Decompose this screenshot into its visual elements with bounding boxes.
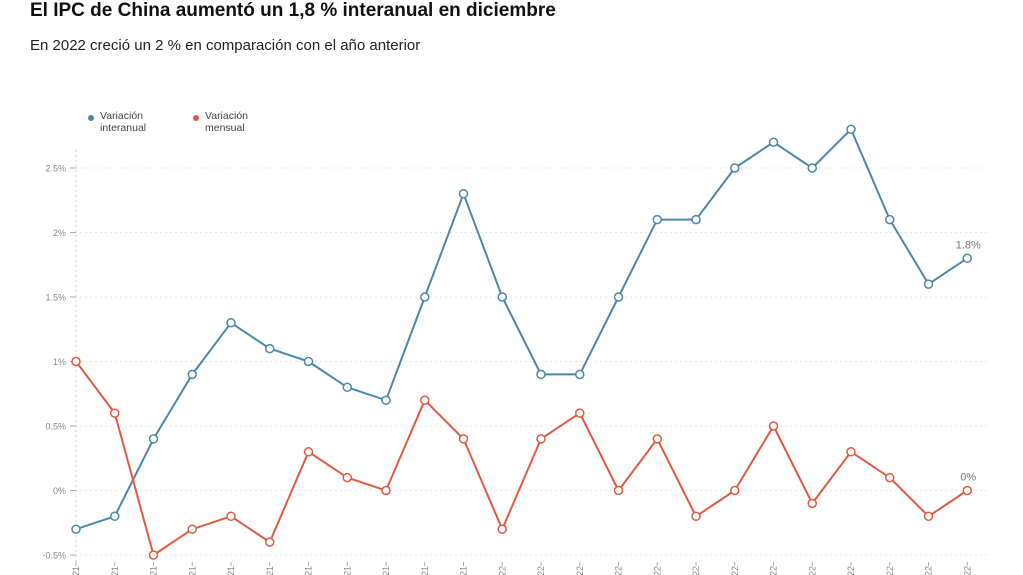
data-point-interanual <box>613 292 624 302</box>
data-point-interanual <box>226 318 236 328</box>
x-tick-label: 22 <box>652 566 662 575</box>
data-point-interanual <box>730 163 740 173</box>
data-point-mensual <box>458 434 469 444</box>
legend-label-line2: mensual <box>205 122 245 134</box>
legend-item-interanual[interactable]: Variación interanual <box>88 110 146 134</box>
x-tick-label: 21 <box>149 566 159 575</box>
y-tick-label: 1.5% <box>45 293 66 303</box>
x-tick-label: 22 <box>497 566 507 575</box>
x-tick-label: 21 <box>265 566 275 575</box>
data-point-interanual <box>303 356 314 367</box>
data-point-interanual <box>962 253 972 264</box>
series-line-mensual <box>75 360 968 556</box>
legend-dot-icon <box>88 115 94 121</box>
data-point-mensual <box>807 498 817 509</box>
data-point-mensual <box>303 447 314 457</box>
legend-label-line1: Variación <box>205 110 248 122</box>
x-tick-label: 21 <box>304 566 314 575</box>
data-point-interanual <box>265 343 275 354</box>
data-point-mensual <box>110 408 120 418</box>
data-point-interanual <box>652 214 662 225</box>
x-tick-label: 21 <box>459 566 469 575</box>
data-point-interanual <box>575 369 585 380</box>
data-point-mensual <box>381 485 391 496</box>
data-point-mensual <box>652 434 662 444</box>
x-tick-label: 22 <box>691 566 701 575</box>
data-point-interanual <box>691 214 701 225</box>
x-tick-label: 22 <box>885 566 895 575</box>
data-point-interanual <box>497 292 507 302</box>
data-point-mensual <box>536 434 546 444</box>
legend-label-line1: Variación <box>100 110 143 122</box>
data-point-mensual <box>962 485 972 496</box>
y-tick-label: 0.5% <box>45 422 66 432</box>
legend-dot-icon <box>193 115 199 121</box>
series-line-interanual <box>75 128 968 531</box>
data-point-interanual <box>846 124 856 135</box>
x-tick-label: 21 <box>226 566 236 575</box>
x-tick-label: 22 <box>769 566 779 575</box>
data-point-interanual <box>420 292 430 302</box>
x-tick-label: 21 <box>71 566 81 575</box>
data-point-interanual <box>536 369 546 380</box>
data-point-mensual <box>730 485 740 496</box>
data-point-mensual <box>923 511 934 522</box>
data-point-interanual <box>768 137 779 147</box>
data-point-mensual <box>768 421 779 431</box>
x-tick-label: 21 <box>381 566 391 575</box>
data-point-mensual <box>691 511 701 522</box>
x-tick-label: 22 <box>536 566 546 575</box>
data-point-interanual <box>148 434 159 444</box>
data-point-mensual <box>342 472 352 483</box>
y-tick-label: 2.5% <box>45 164 66 174</box>
x-tick-label: 21 <box>420 566 430 575</box>
data-point-interanual <box>807 163 817 173</box>
data-point-mensual <box>497 524 507 534</box>
legend-label-line2: interanual <box>100 122 147 134</box>
data-point-mensual <box>226 511 236 522</box>
end-label-mensual: 0% <box>960 472 976 484</box>
data-point-interanual <box>458 189 469 199</box>
y-tick-label: 1% <box>53 357 66 367</box>
x-tick-label: 21 <box>342 566 352 575</box>
data-point-mensual <box>148 550 159 560</box>
x-tick-label: 22 <box>614 566 624 575</box>
x-tick-label: 22 <box>730 566 740 575</box>
y-tick-label: 0% <box>53 486 66 496</box>
data-point-mensual <box>846 447 856 457</box>
data-point-interanual <box>923 279 934 289</box>
x-tick-label: 22 <box>962 566 972 575</box>
x-tick-label: 21 <box>110 566 120 575</box>
x-tick-label: 22 <box>575 566 585 575</box>
chart-subtitle: En 2022 creció un 2 % en comparación con… <box>30 37 421 54</box>
x-tick-label: 21 <box>187 566 197 575</box>
data-point-mensual <box>71 356 81 367</box>
data-point-mensual <box>885 472 895 483</box>
data-point-interanual <box>342 382 352 393</box>
data-point-mensual <box>420 395 430 405</box>
data-point-interanual <box>885 214 895 225</box>
data-point-interanual <box>71 524 81 534</box>
y-tick-label: -0.5% <box>42 551 66 561</box>
legend-item-mensual[interactable]: Variación mensual <box>193 110 248 134</box>
x-tick-label: 22 <box>846 566 856 575</box>
data-point-mensual <box>187 524 197 534</box>
end-label-interanual: 1.8% <box>956 239 981 251</box>
data-point-mensual <box>575 408 585 418</box>
data-point-interanual <box>110 511 120 522</box>
chart-title: El IPC de China aumentó un 1,8 % interan… <box>30 0 556 21</box>
x-tick-label: 22 <box>924 566 934 575</box>
data-point-interanual <box>381 395 391 405</box>
y-tick-label: 2% <box>53 228 66 238</box>
x-tick-label: 22 <box>807 566 817 575</box>
data-point-interanual <box>187 369 197 380</box>
data-point-mensual <box>265 537 275 547</box>
data-point-mensual <box>613 485 624 496</box>
